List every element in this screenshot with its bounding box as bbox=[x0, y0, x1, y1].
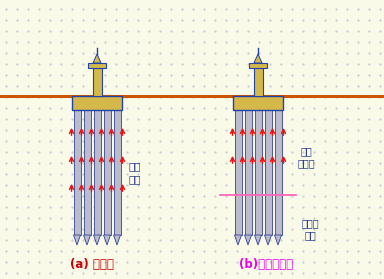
Polygon shape bbox=[104, 235, 111, 245]
Text: 软弱: 软弱 bbox=[129, 161, 141, 171]
Polygon shape bbox=[93, 54, 101, 63]
Bar bbox=[88, 63, 106, 68]
Text: (a) 摩擦桩: (a) 摩擦桩 bbox=[70, 259, 114, 271]
Bar bbox=[93, 68, 101, 96]
Polygon shape bbox=[255, 235, 262, 245]
Bar bbox=[245, 110, 252, 235]
Polygon shape bbox=[93, 235, 101, 245]
Polygon shape bbox=[254, 54, 262, 63]
Text: 土层: 土层 bbox=[129, 174, 141, 184]
Polygon shape bbox=[235, 235, 242, 245]
Bar bbox=[253, 68, 263, 96]
Polygon shape bbox=[245, 235, 252, 245]
Bar bbox=[235, 110, 242, 235]
Text: 较坚硬: 较坚硬 bbox=[301, 218, 319, 228]
Text: 弱土层: 弱土层 bbox=[297, 158, 315, 168]
Bar bbox=[233, 96, 283, 110]
Bar bbox=[72, 96, 122, 110]
Text: 较软: 较软 bbox=[300, 146, 312, 156]
Bar bbox=[73, 110, 81, 235]
Polygon shape bbox=[83, 235, 91, 245]
Polygon shape bbox=[275, 235, 281, 245]
Polygon shape bbox=[73, 235, 81, 245]
Bar bbox=[275, 110, 281, 235]
Text: (b)端承摩擦桩: (b)端承摩擦桩 bbox=[239, 259, 293, 271]
Bar bbox=[255, 110, 262, 235]
Bar bbox=[249, 63, 267, 68]
Polygon shape bbox=[265, 235, 271, 245]
Bar bbox=[114, 110, 121, 235]
Bar bbox=[265, 110, 271, 235]
Text: 土层: 土层 bbox=[304, 230, 316, 240]
Bar bbox=[83, 110, 91, 235]
Bar bbox=[104, 110, 111, 235]
Bar bbox=[93, 110, 101, 235]
Polygon shape bbox=[114, 235, 121, 245]
